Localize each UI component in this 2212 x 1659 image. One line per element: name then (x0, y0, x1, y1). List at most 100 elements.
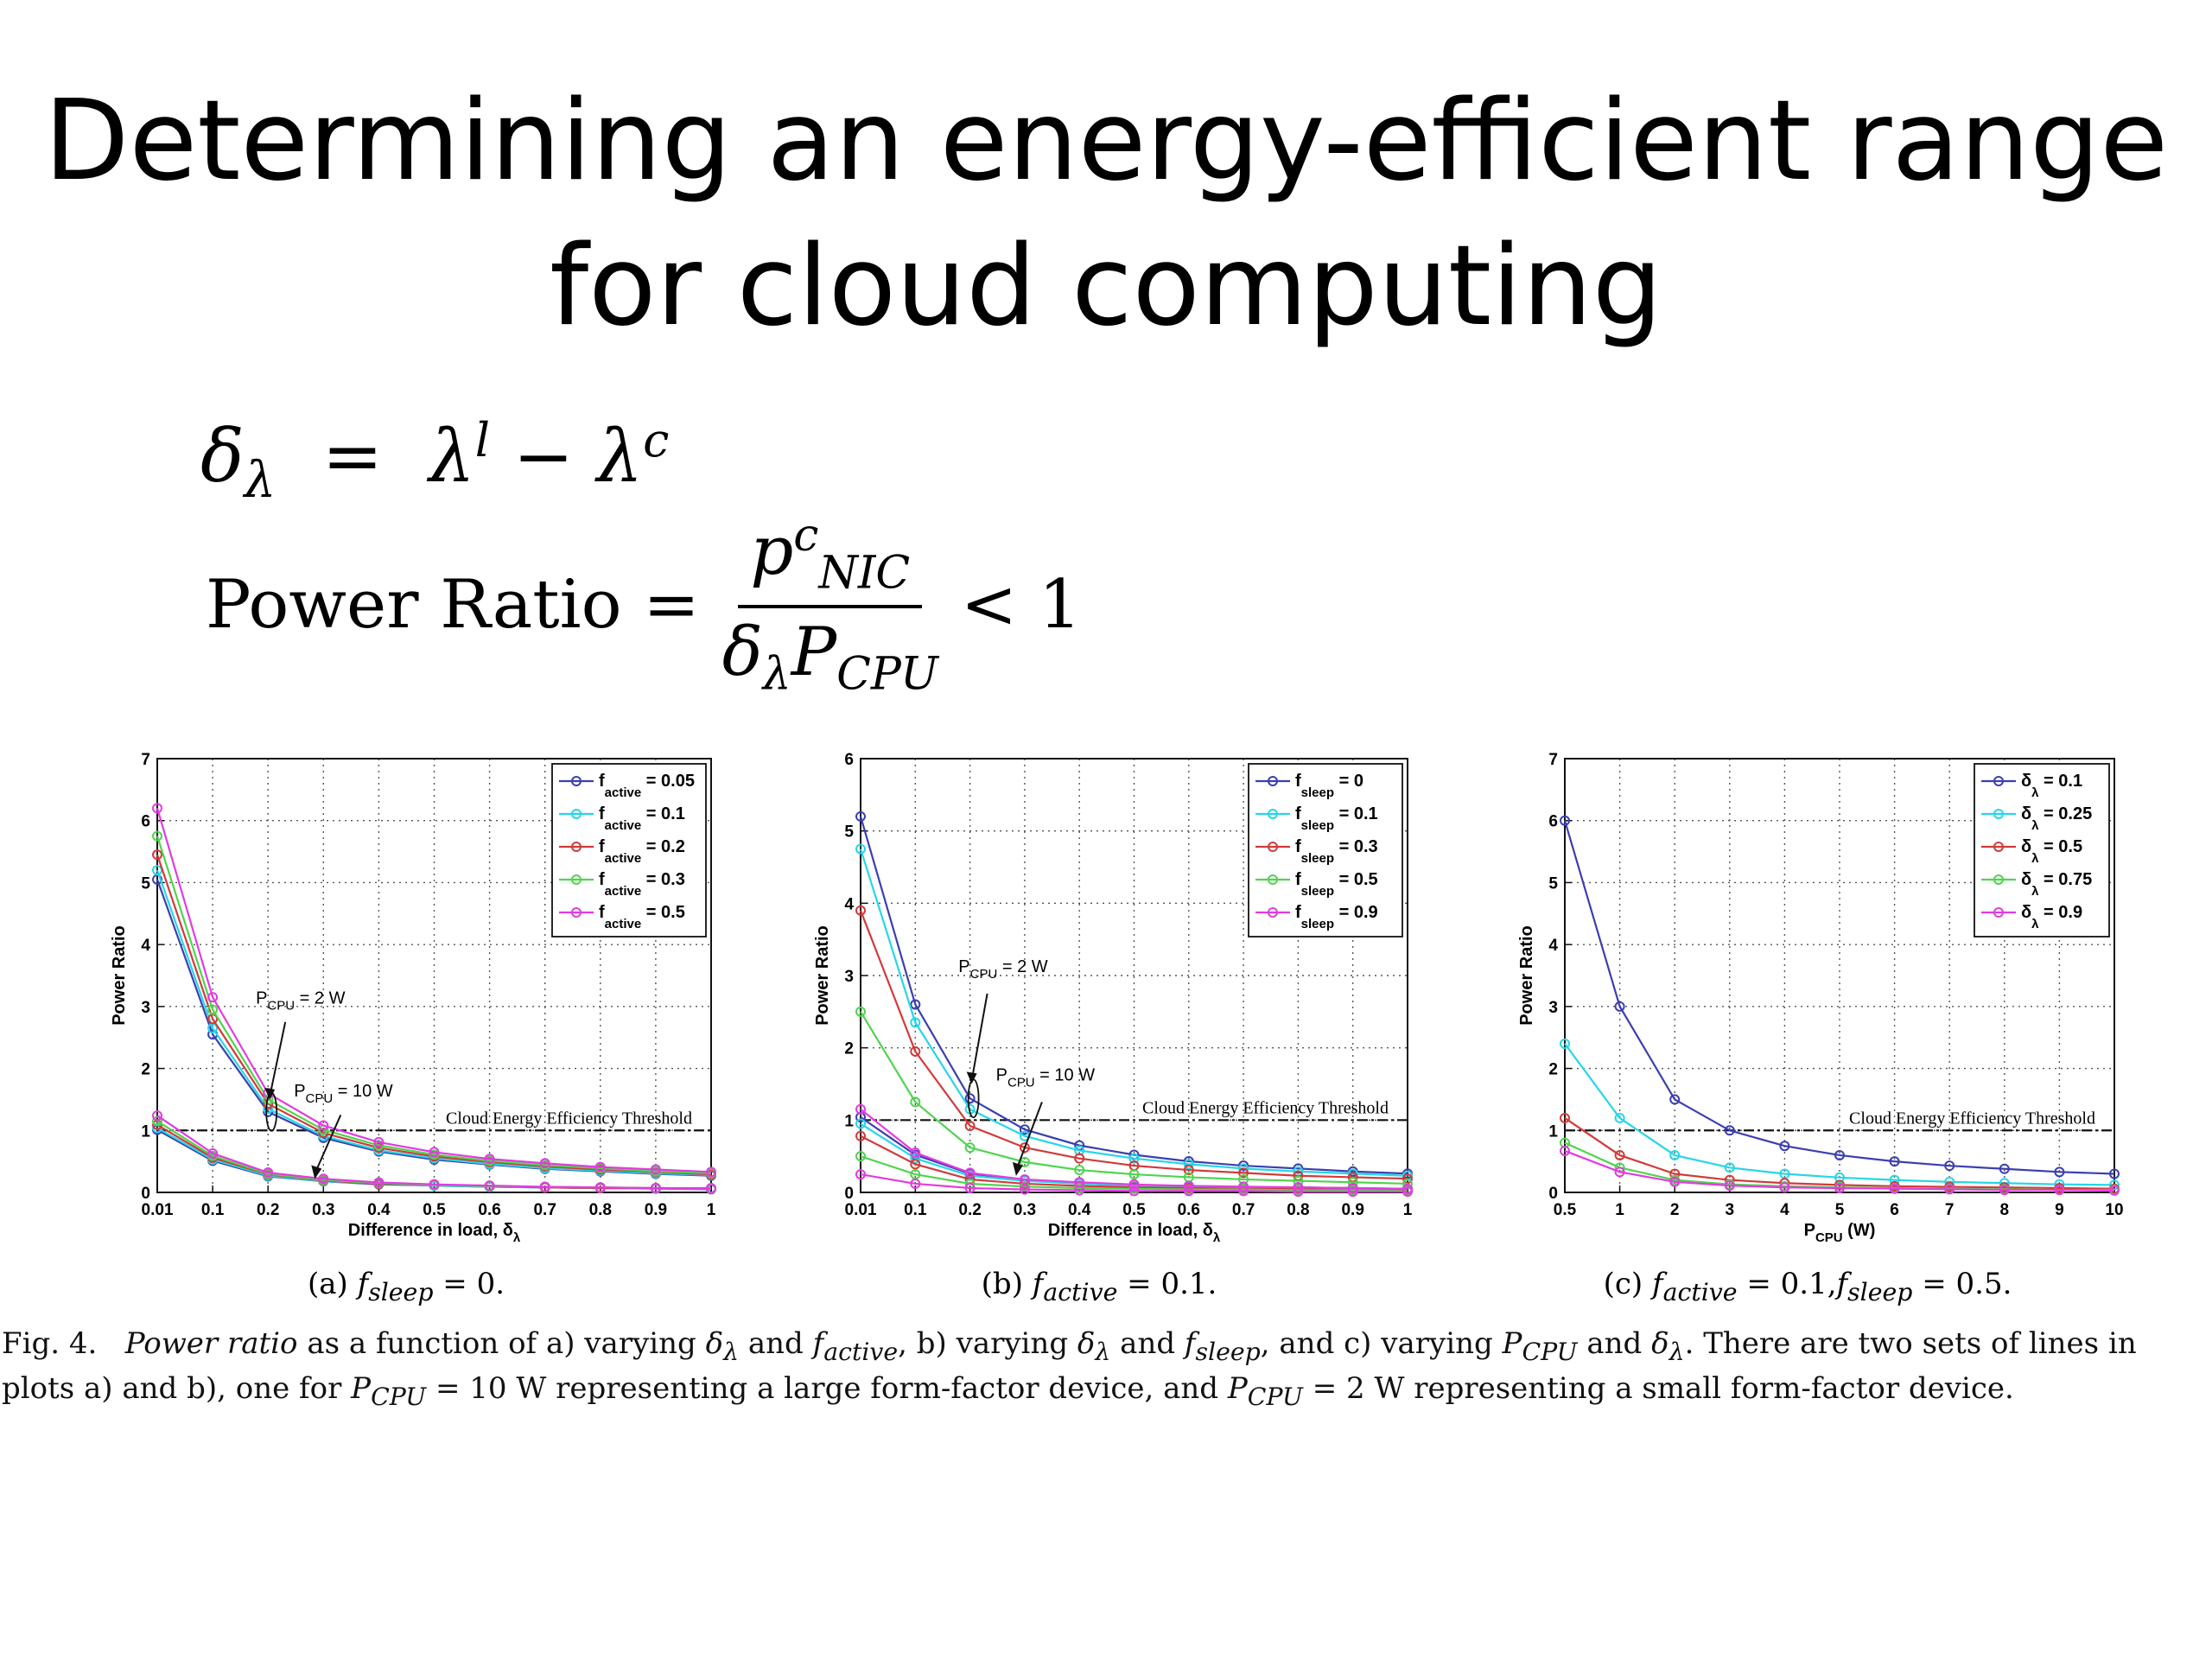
data-point (1183, 1165, 1194, 1176)
annotation-2w: PCPU = 2 W (958, 957, 1047, 982)
data-point (1614, 1001, 1625, 1012)
slide-title-line-2: for cloud computing (550, 222, 1662, 351)
legend-marker (1268, 842, 1278, 852)
data-point (1560, 1038, 1570, 1049)
y-tick-label: 1 (1548, 1122, 1558, 1141)
legend-label-rest: = 0.1 (641, 804, 685, 823)
x-tick-label: 6 (1890, 1201, 1899, 1219)
legend-label-sub: λ (2031, 785, 2039, 800)
annotation-arrowhead (966, 1071, 977, 1084)
power-ratio-fraction: pcNIC δλPCPU (722, 510, 938, 700)
legend-label-sub: λ (2031, 884, 2039, 899)
data-point (1614, 1149, 1625, 1160)
x-tick-label: 0.9 (1341, 1201, 1363, 1219)
y-axis-label: Power Ratio (1517, 925, 1536, 1026)
data-point (855, 1006, 866, 1017)
data-point (1074, 1165, 1085, 1176)
legend-marker (571, 776, 582, 786)
data-point (855, 1130, 866, 1141)
data-point (706, 1166, 716, 1178)
x-tick-label: 0.1 (201, 1201, 225, 1219)
data-point (1019, 1142, 1030, 1154)
data-point (1724, 1125, 1735, 1136)
legend-label-sub: active (605, 917, 642, 931)
chart-panel-c: 0.5 1 2 3 4 5 6 7 8 9 10 0 1 2 3 4 5 6 7 PCPU (W) Power Rati… (1517, 751, 2124, 1245)
data-point (594, 1182, 606, 1193)
data-point (1128, 1153, 1140, 1164)
x-tick-label: 0.4 (1068, 1201, 1091, 1219)
x-tick-label: 1 (1615, 1201, 1624, 1219)
legend-label-sub: active (605, 785, 642, 800)
data-point (1019, 1181, 1030, 1192)
x-tick-label: 0.8 (1287, 1201, 1309, 1219)
data-point (539, 1181, 550, 1192)
x-tick-label: 0.7 (533, 1201, 556, 1219)
annotation-2w: PCPU = 2 W (256, 988, 345, 1013)
y-tick-label: 6 (1548, 813, 1558, 831)
data-point (1669, 1149, 1681, 1160)
y-tick-label: 6 (844, 751, 854, 769)
data-point (1402, 1183, 1413, 1194)
annotation-arrow (314, 1114, 342, 1174)
x-tick-label: 0.1 (904, 1201, 927, 1219)
data-point (318, 1128, 329, 1139)
data-point (1293, 1163, 1304, 1174)
annotation-arrowhead (311, 1165, 322, 1179)
x-tick-label: 4 (1780, 1201, 1789, 1219)
data-point (1128, 1169, 1140, 1180)
legend-marker (1268, 907, 1278, 918)
x-tick-label: 8 (2000, 1201, 2010, 1219)
x-axis-label: Difference in load, δλ (348, 1221, 521, 1245)
legend-label-rest: = 0 (1334, 772, 1363, 791)
data-point (429, 1147, 440, 1158)
annotation-arrow (970, 993, 988, 1081)
series-line (1564, 1043, 2115, 1186)
legend-label-rest: = 0.5 (1334, 870, 1378, 889)
x-tick-label: 0.6 (1178, 1201, 1200, 1219)
legend-label-sub: λ (2031, 851, 2039, 866)
data-point (1779, 1182, 1790, 1193)
data-point (855, 1151, 866, 1162)
legend-marker (571, 907, 582, 918)
series-line (859, 910, 1408, 1180)
data-point (1560, 1112, 1570, 1123)
data-point (1999, 1163, 2010, 1174)
data-point (910, 999, 921, 1010)
data-point (964, 1093, 976, 1104)
data-point (910, 1153, 921, 1164)
data-point (1560, 1145, 1570, 1156)
y-tick-label: 1 (141, 1122, 150, 1141)
data-point (152, 1116, 162, 1127)
data-point (484, 1154, 495, 1165)
annotation-rest: = 2 W (997, 957, 1047, 976)
data-point (964, 1182, 976, 1193)
annotation-arrowhead (1012, 1161, 1023, 1176)
data-point (855, 1118, 866, 1129)
data-point (1944, 1160, 1955, 1172)
y-axis-label: Power Ratio (813, 925, 832, 1026)
data-point (1889, 1183, 1900, 1194)
data-point (318, 1120, 329, 1131)
data-point (484, 1180, 495, 1192)
data-point (2054, 1185, 2065, 1196)
data-point (1560, 815, 1570, 826)
legend-label-rest: = 0.3 (641, 870, 685, 889)
x-tick-label: 7 (1945, 1201, 1955, 1219)
x-tick-label: 1 (1403, 1201, 1413, 1219)
x-axis-label-sub: CPU (1815, 1230, 1843, 1245)
x-tick-label: 0.3 (1014, 1201, 1036, 1219)
data-point (855, 1169, 866, 1180)
x-tick-label: 0.5 (1554, 1201, 1577, 1219)
data-point (855, 843, 866, 855)
x-tick-label: 1 (707, 1201, 716, 1219)
y-tick-label: 0 (141, 1185, 150, 1203)
y-tick-label: 5 (141, 874, 150, 893)
data-point (910, 1159, 921, 1170)
legend-label-rest: = 0.5 (2038, 837, 2082, 856)
series-line (859, 849, 1408, 1177)
power-ratio-equation: Power Ratio = pcNIC δλPCPU < 1 (206, 510, 1082, 700)
data-point (1669, 1176, 1681, 1187)
x-tick-label: 0.5 (1122, 1201, 1146, 1219)
x-tick-label: 0.6 (478, 1201, 500, 1219)
